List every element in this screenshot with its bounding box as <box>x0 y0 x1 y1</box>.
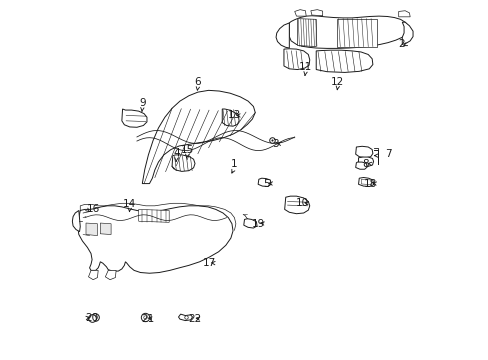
Polygon shape <box>284 196 309 214</box>
Polygon shape <box>361 179 371 185</box>
Text: 8: 8 <box>361 159 368 169</box>
Text: 17: 17 <box>203 258 216 268</box>
Polygon shape <box>178 314 192 320</box>
Polygon shape <box>355 146 372 158</box>
Text: 12: 12 <box>330 77 344 87</box>
Polygon shape <box>86 223 97 235</box>
Text: 16: 16 <box>86 204 100 215</box>
Polygon shape <box>358 157 373 166</box>
Polygon shape <box>172 164 179 169</box>
Polygon shape <box>284 49 309 69</box>
Polygon shape <box>142 90 255 184</box>
Polygon shape <box>139 210 169 222</box>
Polygon shape <box>78 206 233 273</box>
Polygon shape <box>122 109 147 127</box>
Polygon shape <box>310 10 322 16</box>
Polygon shape <box>244 219 257 228</box>
Polygon shape <box>358 177 373 186</box>
Polygon shape <box>297 19 316 46</box>
Polygon shape <box>355 162 366 169</box>
Text: 5: 5 <box>263 179 269 189</box>
Text: 2: 2 <box>397 39 404 49</box>
Text: 22: 22 <box>188 314 201 324</box>
Text: 7: 7 <box>384 149 390 159</box>
Polygon shape <box>294 10 305 16</box>
Polygon shape <box>276 23 289 48</box>
Polygon shape <box>105 270 116 280</box>
Text: 6: 6 <box>194 77 201 87</box>
Polygon shape <box>72 211 80 231</box>
Polygon shape <box>316 50 372 72</box>
Polygon shape <box>336 19 376 47</box>
Text: 19: 19 <box>252 219 265 229</box>
Polygon shape <box>100 223 111 234</box>
Ellipse shape <box>127 116 135 121</box>
Polygon shape <box>289 16 408 48</box>
Polygon shape <box>402 22 412 44</box>
Text: 9: 9 <box>139 98 145 108</box>
Circle shape <box>174 219 196 242</box>
Polygon shape <box>222 109 239 126</box>
Polygon shape <box>398 11 409 17</box>
Polygon shape <box>258 178 270 186</box>
Text: 18: 18 <box>363 179 376 189</box>
Circle shape <box>117 222 131 237</box>
Polygon shape <box>88 270 98 280</box>
Text: 21: 21 <box>141 314 154 324</box>
Text: 11: 11 <box>298 62 311 72</box>
Text: 4: 4 <box>173 148 179 158</box>
Text: 10: 10 <box>295 198 308 208</box>
Text: 20: 20 <box>84 313 98 323</box>
Ellipse shape <box>137 116 144 121</box>
Text: 3: 3 <box>272 139 279 149</box>
Text: 1: 1 <box>230 159 237 169</box>
Polygon shape <box>172 155 195 171</box>
Text: 15: 15 <box>180 145 193 155</box>
Text: 14: 14 <box>123 199 136 209</box>
Text: 13: 13 <box>227 111 241 121</box>
